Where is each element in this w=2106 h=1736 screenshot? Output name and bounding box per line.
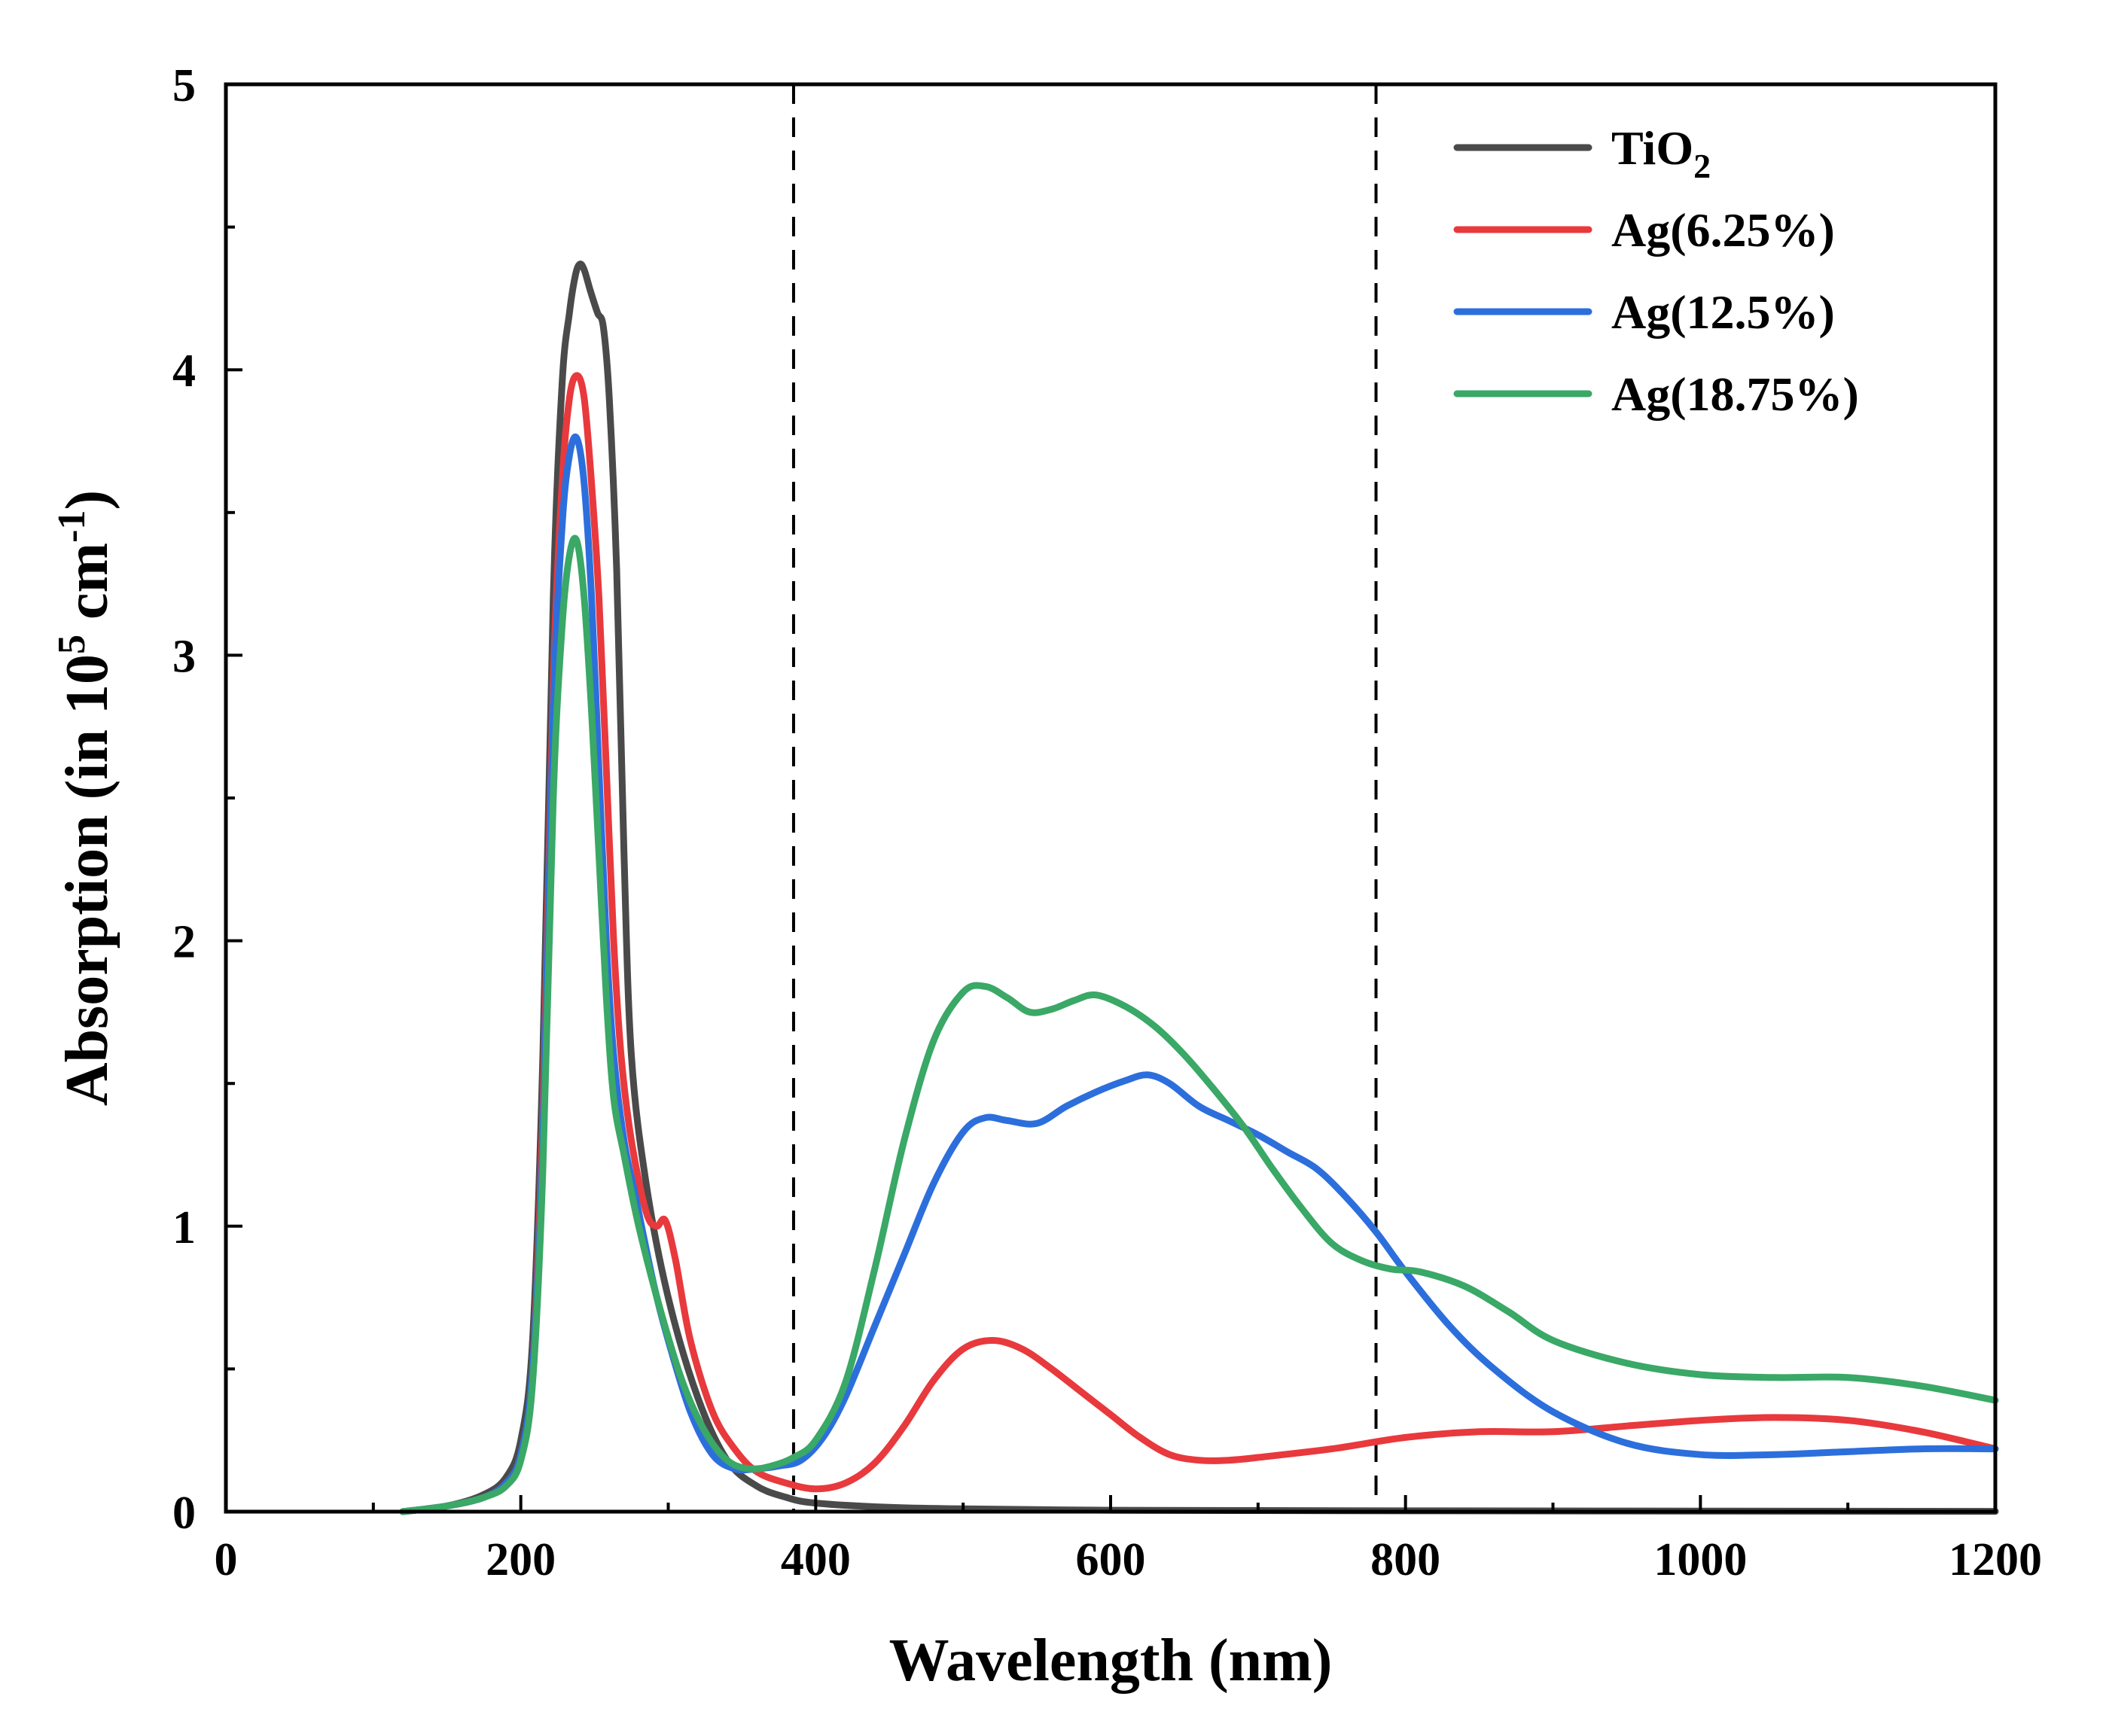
x-tick-label: 800 xyxy=(1370,1534,1440,1585)
legend-label: Ag(18.75%) xyxy=(1611,367,1859,421)
legend-label: Ag(12.5%) xyxy=(1611,285,1835,339)
x-tick-label: 1200 xyxy=(1949,1534,2042,1585)
x-tick-label: 200 xyxy=(486,1534,556,1585)
y-axis-title-exponent: 5 xyxy=(50,635,93,654)
x-axis-title: Wavelength (nm) xyxy=(889,1628,1333,1694)
y-tick-label: 4 xyxy=(172,346,196,397)
x-tick-label: 1000 xyxy=(1653,1534,1747,1585)
y-tick-label: 0 xyxy=(172,1488,196,1539)
y-tick-label: 3 xyxy=(172,631,196,682)
y-tick-label: 2 xyxy=(172,917,196,968)
y-axis-title-prefix: Absorption (in 10 xyxy=(54,654,120,1106)
y-tick-label: 5 xyxy=(172,60,196,111)
tick-labels: 0 200 400 600 800 1000 1200 0 1 2 3 4 5 xyxy=(172,60,2042,1585)
reference-lines xyxy=(791,84,1378,1512)
series-line-ag-18-75 xyxy=(399,535,1999,1515)
y-axis-title-unit: cm xyxy=(54,543,120,635)
legend: TiO2 Ag(6.25%) Ag(12.5%) Ag(18.75%) xyxy=(1453,121,1859,421)
y-axis-title: Absorption (in 105 cm-1) xyxy=(50,490,120,1106)
legend-label: Ag(6.25%) xyxy=(1611,203,1835,257)
x-tick-label: 600 xyxy=(1076,1534,1146,1585)
x-tick-label: 0 xyxy=(215,1534,238,1585)
y-axis-title-exponent-2: -1 xyxy=(50,510,93,543)
x-tick-label: 400 xyxy=(781,1534,851,1585)
y-axis-title-suffix: ) xyxy=(54,490,120,510)
legend-label: TiO2 xyxy=(1611,121,1711,185)
axis-ticks xyxy=(224,83,1997,1513)
y-tick-label: 1 xyxy=(172,1202,196,1253)
